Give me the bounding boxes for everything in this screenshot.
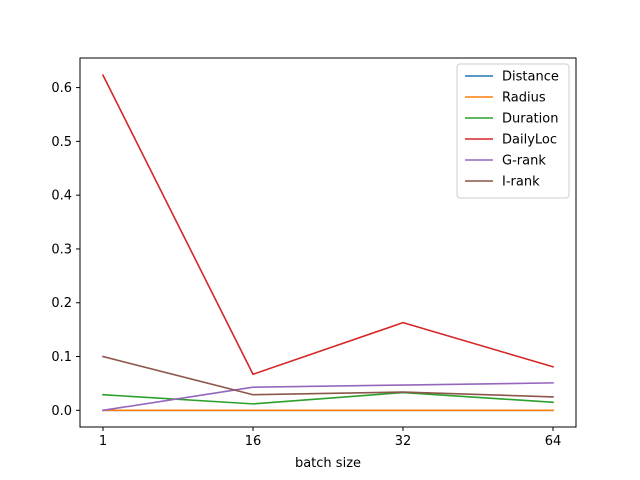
- legend-label-radius: Radius: [502, 91, 546, 106]
- series-line-i-rank: [102, 355, 554, 398]
- y-axis: 0.0 0.1 0.2 0.3 0.4 0.5 0.6: [51, 81, 80, 419]
- x-tick-label: 16: [245, 434, 262, 449]
- plot-area-frame: [79, 57, 577, 428]
- legend-label-i-rank: I-rank: [502, 175, 540, 190]
- series-layer: [101, 74, 554, 412]
- y-tick-label: 0.0: [51, 404, 72, 419]
- y-tick-label: 0.3: [51, 242, 72, 257]
- legend-label-distance: Distance: [502, 70, 559, 85]
- y-tick-label: 0.4: [51, 189, 72, 204]
- legend-label-g-rank: G-rank: [502, 154, 546, 169]
- x-axis: 1 16 32 64: [99, 427, 561, 449]
- y-tick-label: 0.1: [51, 350, 72, 365]
- series-line-dailyloc: [101, 74, 554, 376]
- legend-label-dailyloc: DailyLoc: [502, 133, 557, 148]
- x-tick-label: 64: [545, 434, 562, 449]
- legend-label-duration: Duration: [502, 112, 558, 127]
- x-tick-label: 32: [395, 434, 412, 449]
- y-tick-label: 0.6: [51, 81, 72, 96]
- legend: Distance Radius Duration DailyLoc G-rank I-ra…: [456, 63, 570, 199]
- x-axis-label: batch size: [295, 456, 361, 471]
- y-tick-label: 0.5: [51, 135, 72, 150]
- x-tick-label: 1: [99, 434, 107, 449]
- y-tick-label: 0.2: [51, 296, 72, 311]
- series-line-g-rank: [102, 382, 554, 412]
